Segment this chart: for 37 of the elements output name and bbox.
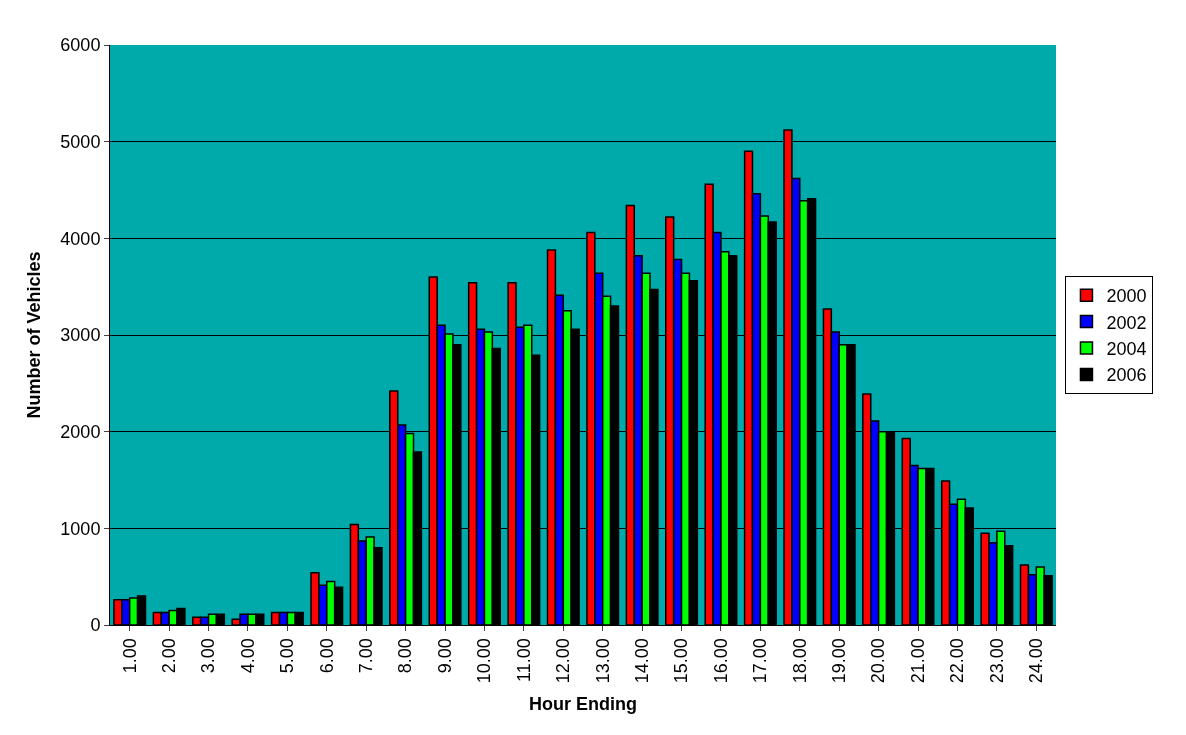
x-tick-label: 7.00 [356,638,377,674]
x-tick-label: 24.00 [1026,638,1047,684]
x-tick-label: 8.00 [395,638,416,674]
x-axis-title: Hour Ending [529,694,637,715]
x-tick-label: 3.00 [198,638,219,674]
y-tick-label: 5000 [60,131,101,152]
legend-label: 2006 [1106,365,1147,386]
y-tick-label: 4000 [60,228,101,249]
x-tick-label: 14.00 [631,638,652,684]
x-tick-label: 22.00 [947,638,968,684]
x-tick-label: 9.00 [434,638,455,674]
legend-label: 2002 [1106,312,1147,333]
x-tick-label: 1.00 [119,638,140,674]
x-tick-label: 6.00 [316,638,337,674]
y-tick-label: 3000 [60,325,101,346]
x-tick-label: 13.00 [592,638,613,684]
x-tick-label: 23.00 [986,638,1007,684]
x-tick-label: 12.00 [553,638,574,684]
y-tick-label: 1000 [60,518,101,539]
x-tick-label: 21.00 [907,638,928,684]
x-tick-label: 20.00 [868,638,889,684]
x-tick-label: 5.00 [277,638,298,674]
legend-label: 2004 [1106,339,1147,360]
x-tick-label: 16.00 [710,638,731,684]
x-tick-label: 4.00 [237,638,258,674]
x-tick-label: 19.00 [829,638,850,684]
y-axis-title: Number of Vehicles [23,251,44,419]
x-tick-label: 11.00 [513,638,534,682]
x-tick-label: 2.00 [158,638,179,674]
x-tick-label: 10.00 [474,638,495,684]
y-tick-label: 6000 [60,35,101,56]
x-tick-label: 17.00 [750,638,771,684]
x-tick-label: 15.00 [671,638,692,684]
legend-label: 2000 [1106,286,1147,307]
y-tick-label: 2000 [60,421,101,442]
y-tick-label: 0 [90,615,101,636]
x-tick-label: 18.00 [789,638,810,684]
